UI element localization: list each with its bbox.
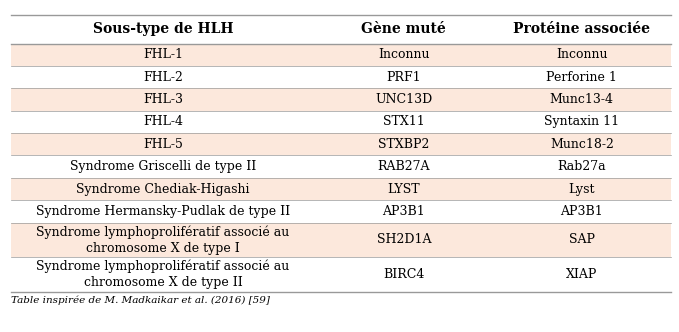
Bar (12, 178, 671, 200)
Text: FHL-4: FHL-4 (143, 116, 183, 128)
Text: Syndrome Hermansky-Pudlak de type II: Syndrome Hermansky-Pudlak de type II (36, 205, 290, 218)
Bar (12, 111, 671, 133)
Bar (12, 15, 671, 43)
Text: RAB27A: RAB27A (378, 160, 430, 173)
Text: SH2D1A: SH2D1A (376, 233, 431, 246)
Text: Munc18-2: Munc18-2 (550, 138, 614, 151)
Bar (12, 200, 671, 223)
Text: Sous-type de HLH: Sous-type de HLH (93, 22, 234, 36)
Bar (12, 133, 671, 155)
Text: STX11: STX11 (383, 116, 424, 128)
Text: STXBP2: STXBP2 (378, 138, 429, 151)
Text: BIRC4: BIRC4 (383, 268, 424, 281)
Text: XIAP: XIAP (566, 268, 598, 281)
Text: Lyst: Lyst (568, 183, 595, 196)
Text: SAP: SAP (569, 233, 595, 246)
Text: UNC13D: UNC13D (375, 93, 433, 106)
Text: Syndrome lymphoprolifératif associé au
chromosome X de type II: Syndrome lymphoprolifératif associé au c… (37, 260, 290, 289)
Bar (12, 66, 671, 88)
Text: Rab27a: Rab27a (557, 160, 606, 173)
Text: Protéine associée: Protéine associée (513, 22, 650, 36)
Text: Inconnu: Inconnu (556, 48, 608, 61)
Bar (12, 155, 671, 178)
Text: Munc13-4: Munc13-4 (550, 93, 614, 106)
Text: LYST: LYST (388, 183, 420, 196)
Text: Syndrome Griscelli de type II: Syndrome Griscelli de type II (70, 160, 256, 173)
Text: Perforine 1: Perforine 1 (547, 71, 617, 84)
Text: AP3B1: AP3B1 (382, 205, 425, 218)
Text: FHL-5: FHL-5 (143, 138, 183, 151)
Text: Table inspirée de M. Madkaikar et al. (2016) [59]: Table inspirée de M. Madkaikar et al. (2… (12, 296, 270, 305)
Text: Syndrome lymphoprolifératif associé au
chromosome X de type I: Syndrome lymphoprolifératif associé au c… (37, 225, 290, 255)
Text: Syndrome Chediak-Higashi: Syndrome Chediak-Higashi (76, 183, 250, 196)
Text: Syntaxin 11: Syntaxin 11 (545, 116, 619, 128)
Bar (12, 223, 671, 257)
Text: FHL-3: FHL-3 (143, 93, 183, 106)
Bar (12, 43, 671, 66)
Text: Inconnu: Inconnu (378, 48, 430, 61)
Bar (12, 257, 671, 292)
Text: FHL-2: FHL-2 (143, 71, 183, 84)
Text: PRF1: PRF1 (386, 71, 421, 84)
Text: FHL-1: FHL-1 (143, 48, 183, 61)
Bar (12, 88, 671, 111)
Text: AP3B1: AP3B1 (560, 205, 603, 218)
Text: Gène muté: Gène muté (361, 22, 446, 36)
